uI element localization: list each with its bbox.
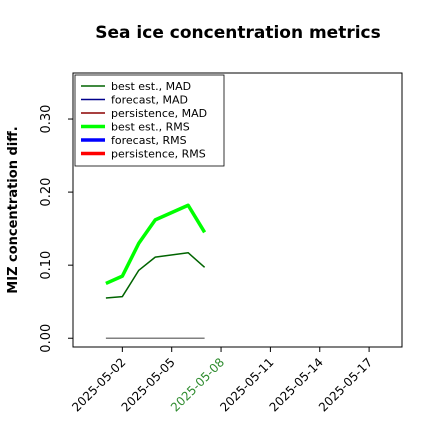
- y-tick-label: 0.10: [39, 251, 54, 280]
- legend-box: [74, 74, 225, 167]
- y-axis-label: MIZ concentration diff.: [6, 126, 21, 293]
- legend-label: forecast, RMS: [111, 134, 187, 147]
- legend-label: best est., RMS: [111, 121, 190, 134]
- chart-title: Sea ice concentration metrics: [95, 23, 381, 43]
- x-tick-label: 2025-05-17: [316, 355, 375, 414]
- plot-frame: [72, 72, 403, 348]
- series-line: [105, 251, 206, 299]
- legend-label: persistence, RMS: [111, 148, 206, 161]
- y-tick-label: 0.30: [39, 105, 54, 134]
- y-tick-label: 0.20: [39, 178, 54, 207]
- legend-label: forecast, MAD: [111, 94, 188, 107]
- legend-label: best est., MAD: [111, 80, 191, 93]
- series-line: [105, 203, 207, 286]
- legend-label: persistence, MAD: [111, 107, 207, 120]
- y-tick-label: 0.00: [39, 324, 54, 353]
